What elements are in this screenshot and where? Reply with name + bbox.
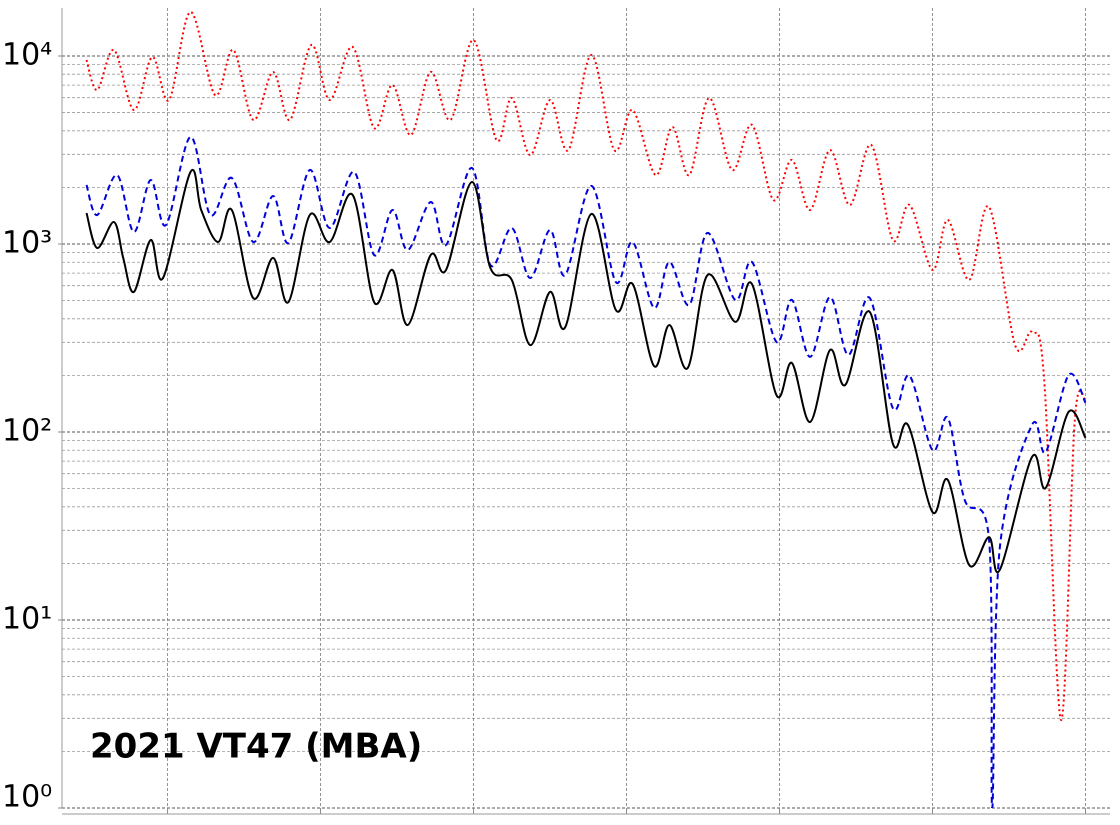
data-line [85,168,1087,574]
chart-title: 2021 VT47 (MBA) [90,727,422,767]
axes: 10⁰ 10¹ 10² 10³ 10⁴ [2,8,1110,815]
y-tick-label: 10⁰ [2,780,52,815]
y-tick-label: 10⁴ [2,37,52,72]
plot-area [85,10,1087,808]
data-line [85,10,1087,721]
data-line [85,135,1087,808]
y-tick-label: 10² [2,413,52,448]
grid [62,8,1110,809]
y-tick-label: 10¹ [2,601,52,636]
y-tick-label: 10³ [2,225,52,260]
